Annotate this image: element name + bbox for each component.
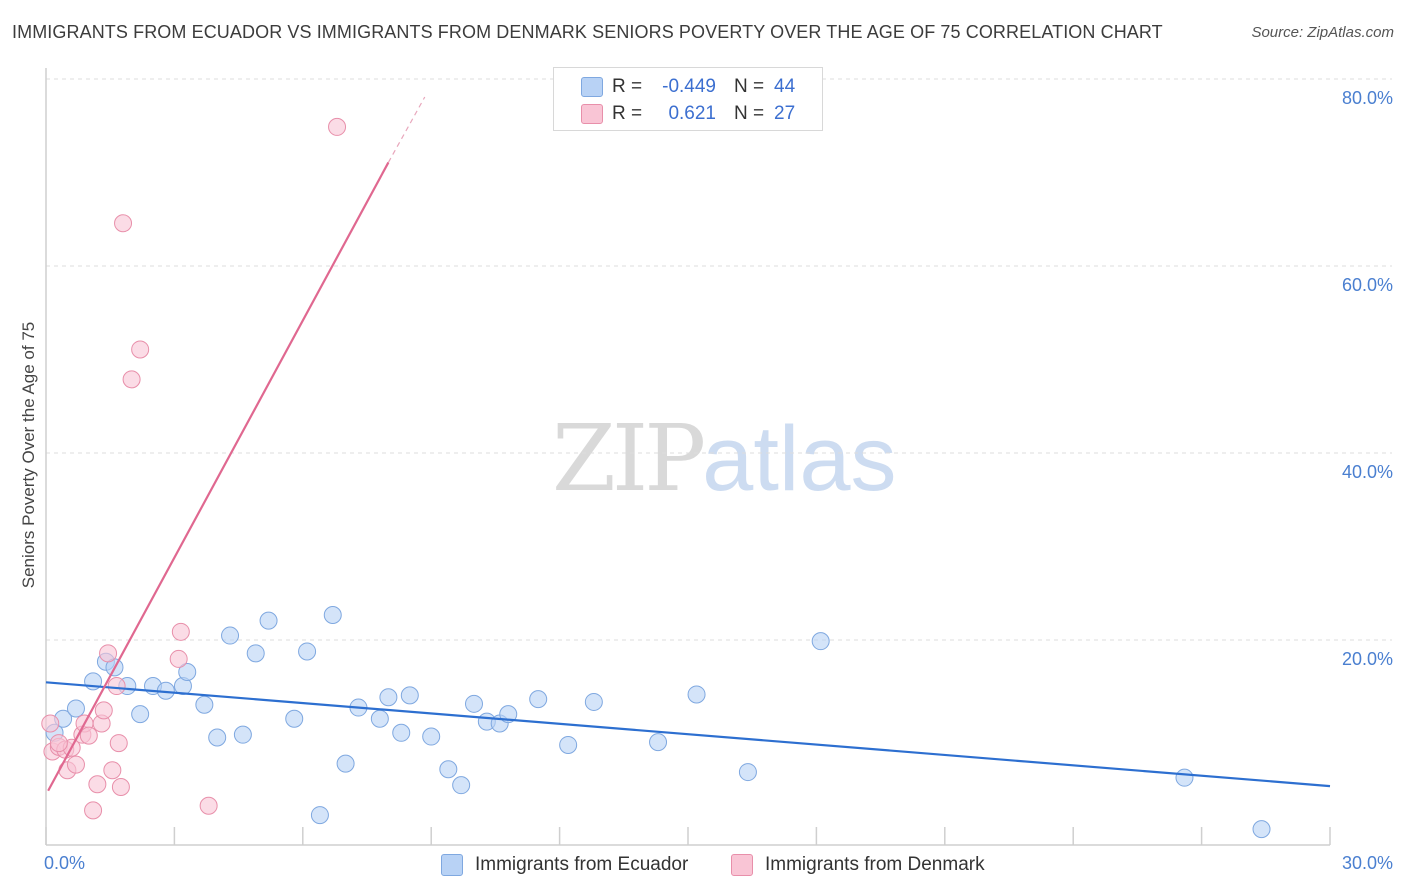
r-value: -0.449: [662, 76, 716, 97]
ecuador-point: [66, 699, 85, 718]
ecuador-point: [1175, 768, 1194, 787]
ecuador-trend-line: [45, 681, 1331, 788]
n-value: 44: [774, 76, 796, 97]
y-tick-label: 40.0%: [1342, 462, 1393, 482]
ecuador-point: [649, 733, 668, 752]
denmark-point: [94, 701, 113, 720]
y-tick-label: 20.0%: [1342, 649, 1393, 669]
ecuador-point: [233, 725, 252, 744]
ecuador-point: [208, 728, 227, 747]
ecuador-point: [298, 642, 317, 661]
ecuador-point: [336, 754, 355, 773]
x-tick-label: 0.0%: [44, 853, 85, 873]
n-value: 27: [774, 103, 796, 124]
ecuador-swatch: [581, 77, 603, 97]
ecuador-point: [310, 806, 329, 825]
ecuador-point: [529, 690, 548, 709]
watermark-atlas: atlas: [702, 408, 897, 510]
r-label: R =: [612, 76, 643, 97]
legend-row-ecuador: R = -0.449 N = 44: [554, 74, 822, 100]
legend-item-denmark[interactable]: Immigrants from Denmark: [731, 852, 985, 878]
ecuador-point: [811, 632, 830, 651]
denmark-point: [99, 644, 118, 663]
denmark-swatch: [731, 854, 753, 876]
ecuador-point: [400, 686, 419, 705]
denmark-trend-line: [47, 161, 390, 792]
ecuador-point: [246, 644, 265, 663]
ecuador-swatch: [441, 854, 463, 876]
legend-row-denmark: R = 0.621 N = 27: [554, 101, 822, 127]
ecuador-point: [379, 688, 398, 707]
axes: [45, 68, 1331, 846]
denmark-point: [122, 370, 141, 389]
denmark-point: [103, 761, 122, 780]
denmark-point: [84, 801, 103, 820]
r-label: R =: [612, 103, 643, 124]
ecuador-point: [738, 763, 757, 782]
ecuador-point: [687, 685, 706, 704]
watermark-zip: ZIP: [552, 405, 706, 512]
ecuador-point: [178, 663, 197, 682]
legend-item-ecuador[interactable]: Immigrants from Ecuador: [441, 852, 688, 878]
series-ecuador: [45, 605, 1271, 839]
r-value: 0.621: [668, 103, 716, 124]
ecuador-point: [422, 727, 441, 746]
n-label: N =: [734, 103, 765, 124]
ecuador-point: [323, 605, 342, 624]
ecuador-point: [392, 723, 411, 742]
ecuador-point: [221, 626, 240, 645]
denmark-point: [88, 775, 107, 794]
ecuador-point: [559, 735, 578, 754]
ecuador-point: [1252, 820, 1271, 839]
y-tick-label: 80.0%: [1342, 88, 1393, 108]
n-label: N =: [734, 76, 765, 97]
ecuador-point: [465, 694, 483, 713]
ecuador-point: [370, 709, 389, 728]
ecuador-point: [131, 705, 150, 724]
y-tick-labels: 20.0% 40.0% 60.0% 80.0%: [1342, 88, 1393, 669]
watermark: ZIPatlas: [552, 405, 897, 512]
denmark-point: [41, 714, 60, 733]
y-axis-label: Seniors Poverty Over the Age of 75: [19, 322, 38, 588]
chart-title: IMMIGRANTS FROM ECUADOR VS IMMIGRANTS FR…: [12, 22, 1163, 42]
correlation-legend: R = -0.449 N = 44 R = 0.621 N = 27: [553, 67, 823, 131]
denmark-point: [169, 649, 188, 668]
ecuador-point: [439, 760, 458, 779]
x-tick-labels: 0.0% 30.0%: [44, 853, 1393, 873]
denmark-point: [109, 734, 128, 753]
ecuador-point: [285, 709, 304, 728]
denmark-point: [199, 796, 218, 815]
denmark-point: [66, 755, 85, 774]
legend-label-ecuador: Immigrants from Ecuador: [475, 854, 689, 875]
denmark-trend-extension: [387, 96, 426, 163]
denmark-point: [171, 622, 190, 641]
series-denmark: [41, 117, 347, 820]
denmark-point: [111, 778, 130, 797]
denmark-point: [107, 677, 126, 696]
series-legend: Immigrants from Ecuador Immigrants from …: [0, 852, 1406, 878]
ecuador-point: [584, 692, 603, 711]
denmark-swatch: [581, 104, 603, 124]
denmark-point: [79, 726, 98, 745]
ecuador-point: [452, 776, 471, 795]
grid-lines: [46, 78, 1392, 641]
denmark-point: [328, 117, 347, 136]
ecuador-point: [195, 695, 214, 714]
legend-label-denmark: Immigrants from Denmark: [765, 854, 985, 875]
source-credit: Source: ZipAtlas.com: [1251, 24, 1394, 41]
denmark-point: [49, 734, 68, 753]
ecuador-point: [259, 611, 278, 630]
denmark-point: [131, 340, 150, 359]
x-tick-label: 30.0%: [1342, 853, 1393, 873]
trend-lines: [45, 96, 1331, 792]
denmark-point: [114, 214, 133, 233]
y-tick-label: 60.0%: [1342, 275, 1393, 295]
